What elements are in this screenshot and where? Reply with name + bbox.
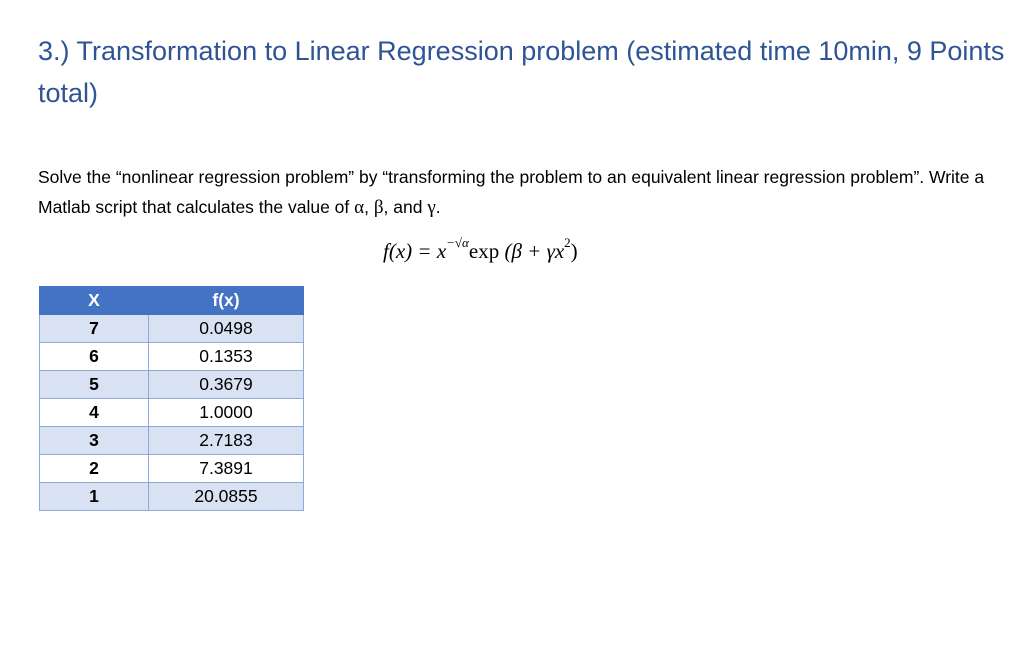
beta-symbol: β [373,197,384,218]
cell-x: 5 [39,370,149,399]
cell-x: 1 [39,482,149,511]
cell-fx: 0.3679 [148,370,304,399]
question-text: Solve the “nonlinear regression problem”… [38,162,998,223]
alpha-symbol: α [354,197,365,218]
cell-x: 6 [39,342,149,371]
gamma-symbol: γ [427,197,436,218]
header-fx: f(x) [148,286,304,315]
cell-fx: 1.0000 [148,398,304,427]
table-header-row: X f(x) [39,286,304,315]
cell-fx: 2.7183 [148,426,304,455]
formula-close: ) [570,239,578,263]
header-x: X [39,286,149,315]
table-row: 5 0.3679 [39,370,304,399]
table-row: 2 7.3891 [39,454,304,483]
data-table: X f(x) 7 0.0498 6 0.1353 5 0.3679 4 1.0000 3 2.71… [39,286,304,511]
cell-fx: 0.0498 [148,314,304,343]
cell-x: 3 [39,426,149,455]
table-row: 4 1.0000 [39,398,304,427]
instruction-text: Solve the “nonlinear regression problem”… [38,167,985,217]
question-title: 3.) Transformation to Linear Regression … [38,36,1005,108]
model-formula: f(x) = x−√αexp (β + γx2) [383,235,578,264]
table-row: 3 2.7183 [39,426,304,455]
cell-fx: 7.3891 [148,454,304,483]
cell-fx: 20.0855 [148,482,304,511]
period: . [435,197,441,217]
formula-power: 2 [564,235,571,250]
formula-exponent: −√α [446,235,469,250]
cell-x: 7 [39,314,149,343]
cell-fx: 0.1353 [148,342,304,371]
formula-exp: exp [468,239,500,263]
formula-argument: (β + γx [499,239,565,263]
table-row: 7 0.0498 [39,314,304,343]
cell-x: 2 [39,454,149,483]
separator: , [364,197,374,217]
table-row: 6 0.1353 [39,342,304,371]
cell-x: 4 [39,398,149,427]
separator: , and [383,197,428,217]
table-row: 1 20.0855 [39,482,304,511]
formula-lhs: f(x) = x [383,239,447,263]
